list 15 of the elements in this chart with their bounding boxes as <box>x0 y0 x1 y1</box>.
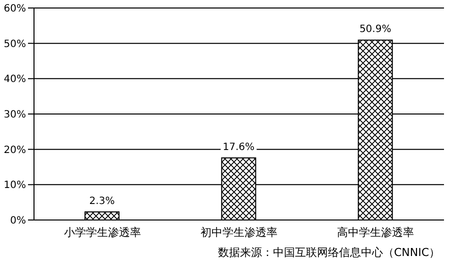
x-tick-label: 初中学生渗透率 <box>200 226 278 239</box>
y-tick-label: 10% <box>4 180 26 192</box>
bar <box>84 211 120 220</box>
y-tick-label: 0% <box>10 216 26 227</box>
data-label: 2.3% <box>89 196 115 207</box>
data-label: 17.6% <box>222 142 255 153</box>
source-note: 数据来源：中国互联网络信息中心（CNNIC） <box>218 246 440 260</box>
x-tick-label: 高中学生渗透率 <box>337 226 414 239</box>
y-tick-label: 60% <box>4 4 26 15</box>
data-label: 50.9% <box>359 24 392 36</box>
y-tick-label: 40% <box>4 74 26 86</box>
y-tick-label: 50% <box>4 38 26 50</box>
y-tick-label: 30% <box>4 110 26 121</box>
x-tick-label: 小学学生渗透率 <box>64 226 141 239</box>
y-tick-label: 20% <box>4 144 26 156</box>
